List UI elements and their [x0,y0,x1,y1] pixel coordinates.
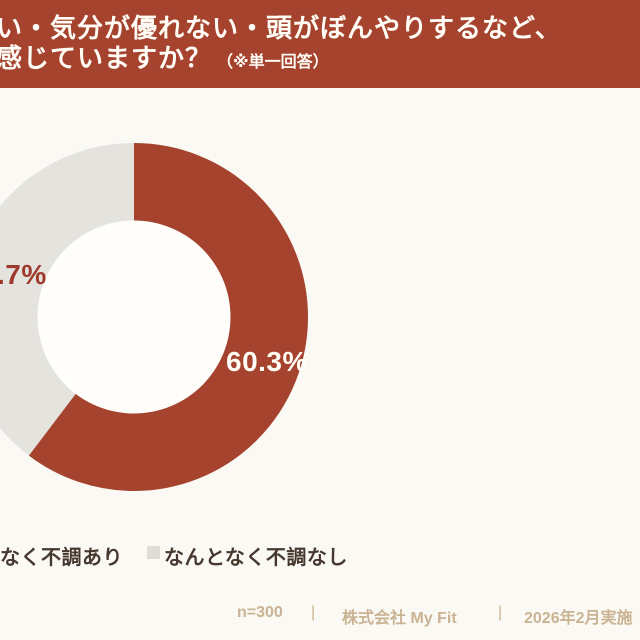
legend-label-secondary: なんとなく不調なし [164,547,348,569]
legend-label-main: なく不調あり [0,547,123,569]
company-name: 株式会社 My Fit [342,610,457,627]
footer-separator-2: | [498,604,503,621]
footer-credit: n=300 | 株式会社 My Fit | 2026年2月実施 [0,604,640,628]
legend-item-main: なく不調あり [0,541,123,570]
question-line-2-text: 感じていますか？ [0,43,213,73]
donut-segment-main [0,143,308,491]
question-line-2: 感じていますか？ （※単一回答） [0,43,636,78]
data-label-secondary: .7% [0,259,47,290]
survey-date: 2026年2月実施 [524,610,633,627]
question-note: （※単一回答） [217,54,329,71]
question-header: い・気分が優れない・頭がぼんやりするなど、 感じていますか？ （※単一回答） [0,0,640,88]
donut-hole [37,220,231,414]
data-label-main: 60.3% [226,346,308,377]
footer-separator-1: | [311,604,316,621]
legend-marker-gray [147,546,160,559]
question-line-1: い・気分が優れない・頭がぼんやりするなど、 [0,13,562,43]
sample-size: n=300 [237,604,283,621]
legend-item-secondary: なんとなく不調なし [147,541,348,570]
